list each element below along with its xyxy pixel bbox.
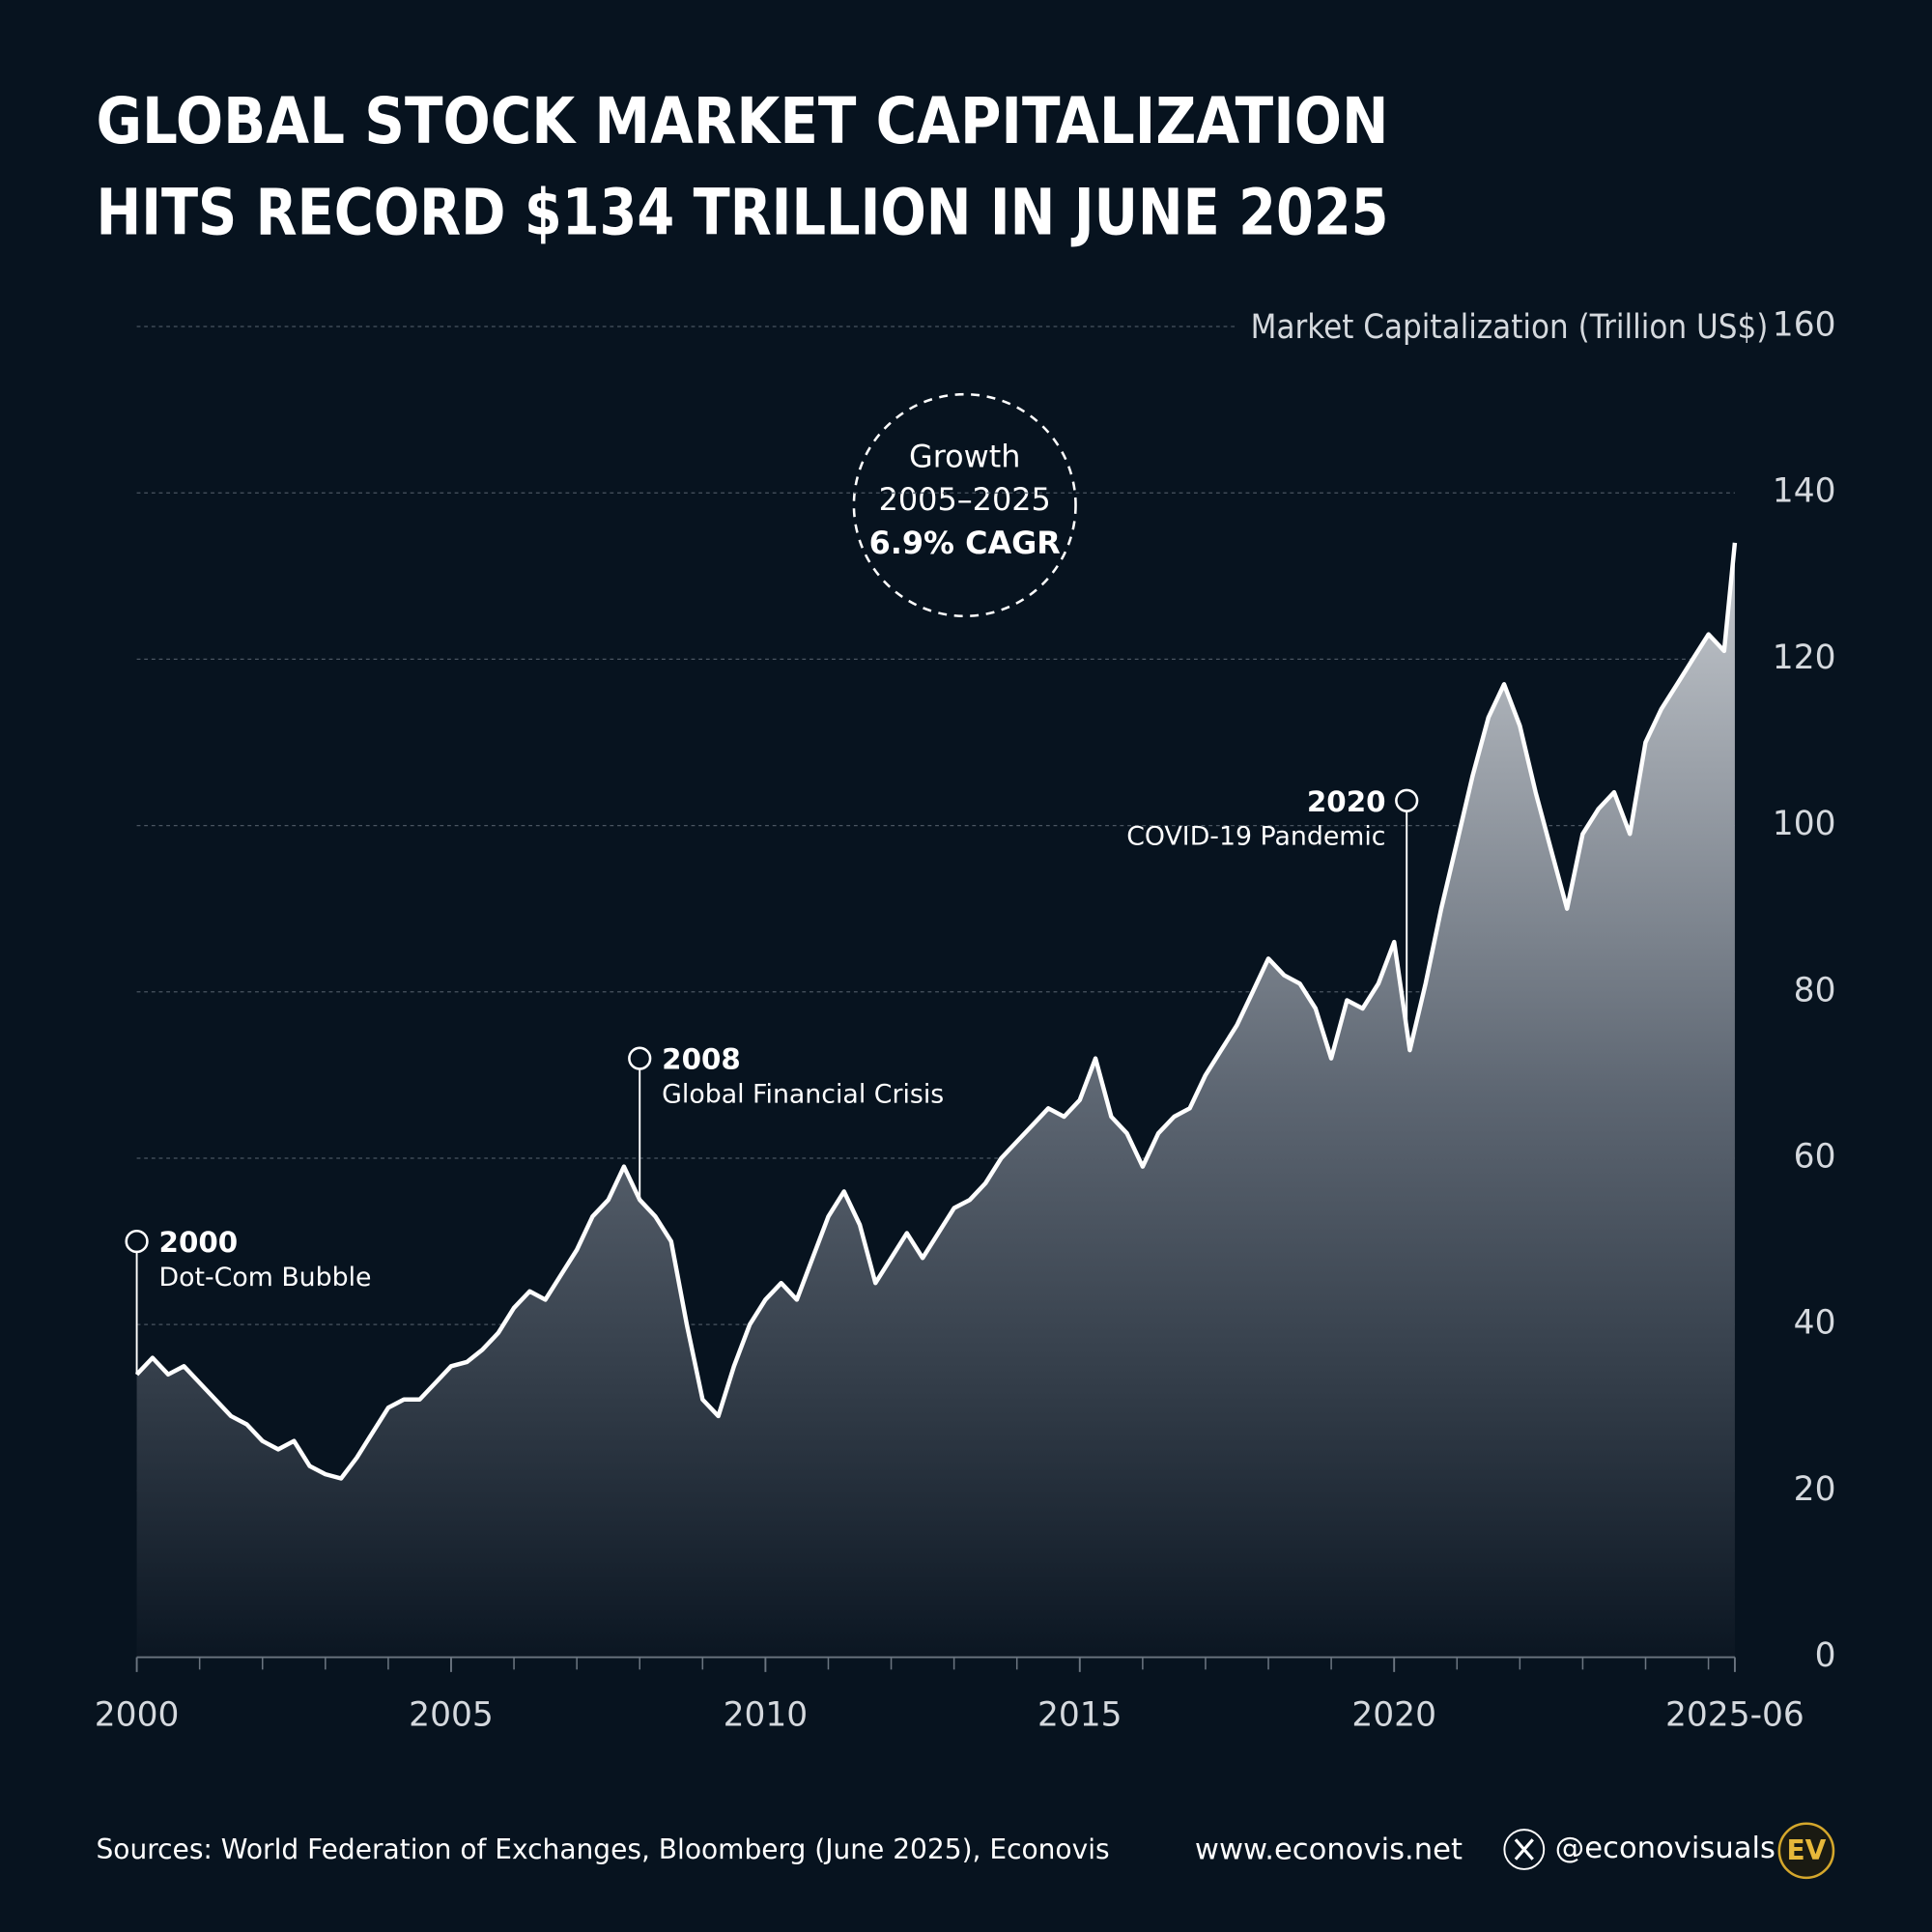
callout-text: 2005–2025: [879, 481, 1051, 518]
y-tick-label: 40: [1794, 1304, 1836, 1343]
line: [134, 542, 1738, 1481]
callout-text: 6.9% CAGR: [869, 525, 1061, 561]
annotation-text: COVID-19 Pandemic: [1126, 822, 1385, 852]
y-tick-label: 60: [1794, 1137, 1836, 1176]
y-tick-label: 120: [1773, 639, 1836, 677]
footer-handle: @econovisuals: [1555, 1832, 1776, 1865]
x-tick-label: 2000: [95, 1695, 180, 1734]
x-tick-label: 2025-06: [1665, 1695, 1804, 1734]
annotation-text: Dot-Com Bubble: [159, 1263, 372, 1293]
annotation-text: Global Financial Crisis: [662, 1079, 944, 1109]
area: [136, 542, 1735, 1658]
x-icon-glyph: [1514, 1838, 1534, 1861]
y-axis-label: Market Capitalization (Trillion US$): [1251, 308, 1769, 347]
y-tick-label: 100: [1773, 805, 1836, 843]
annotation-marker: [125, 1229, 149, 1254]
callout-circle: [852, 392, 1077, 618]
callout-text: Growth: [909, 438, 1020, 474]
y-tick-label: 80: [1794, 971, 1836, 1009]
x-tick-label: 2020: [1351, 1695, 1436, 1734]
annotation-marker: [1395, 788, 1419, 812]
footer-source: Sources: World Federation of Exchanges, …: [96, 1833, 1109, 1865]
x-tick-label: 2010: [724, 1695, 809, 1734]
annotation-marker: [628, 1046, 652, 1070]
chart-title: GLOBAL STOCK MARKET CAPITALIZATION: [96, 83, 1388, 158]
footer-website: www.econovis.net: [1195, 1833, 1463, 1866]
annotation-label: 2000: [159, 1226, 239, 1259]
x-tick-label: 2005: [409, 1695, 494, 1734]
x-tick-label: 2015: [1037, 1695, 1122, 1734]
y-tick-label: 20: [1794, 1470, 1836, 1509]
y-tick-label: 140: [1773, 472, 1836, 511]
annotation-label: 2008: [662, 1043, 741, 1076]
logo: [1777, 1822, 1835, 1880]
chart-title: HITS RECORD $134 TRILLION IN JUNE 2025: [96, 175, 1388, 250]
annotation-label: 2020: [1307, 785, 1386, 818]
y-tick-label: 0: [1815, 1636, 1836, 1675]
y-tick-label: 160: [1773, 306, 1836, 345]
x-icon: [1503, 1829, 1546, 1870]
logo-text: EV: [1786, 1834, 1826, 1866]
